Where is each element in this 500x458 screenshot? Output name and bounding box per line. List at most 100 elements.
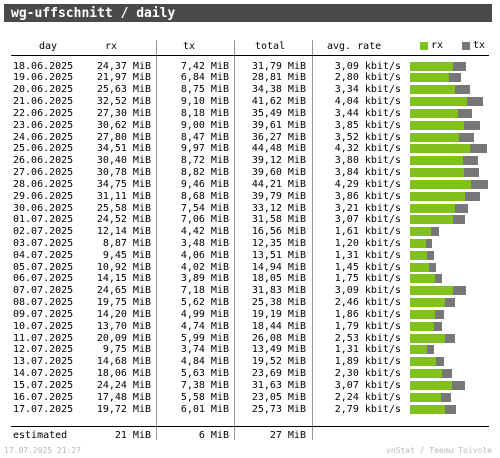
tx-bar-segment: [464, 120, 480, 130]
table-row: 06.07.2025 14,15 MiB 3,89 MiB 18,05 MiB 1,75…: [0, 273, 500, 284]
row-rx: 9,45 MiB: [102, 249, 151, 261]
row-tx: 8,75 MiB: [180, 84, 229, 96]
row-tx: 3,74 MiB: [180, 344, 229, 356]
row-rx: 12,14 MiB: [96, 226, 151, 238]
tx-bar-segment: [458, 108, 472, 118]
row-rx: 9,75 MiB: [102, 344, 151, 356]
row-day: 03.07.2025: [13, 237, 74, 249]
row-rate: 4,04 kbit/s: [334, 96, 401, 107]
traffic-bar: [410, 73, 461, 83]
rx-bar-segment: [410, 286, 453, 296]
row-rx: 19,75 MiB: [96, 297, 151, 309]
estimated-row: estimated 21 MiB 6 MiB 27 MiB: [0, 430, 500, 441]
row-tx: 6,01 MiB: [180, 403, 229, 415]
table-row: 24.06.2025 27,80 MiB 8,47 MiB 36,27 MiB 3,52…: [0, 132, 500, 143]
row-day: 10.07.2025: [13, 320, 74, 332]
tx-bar-segment: [442, 369, 452, 379]
table-row: 14.07.2025 18,06 MiB 5,63 MiB 23,69 MiB 2,30…: [0, 368, 500, 379]
table-row: 22.06.2025 27,30 MiB 8,18 MiB 35,49 MiB 3,44…: [0, 108, 500, 119]
table-row: 17.07.2025 19,72 MiB 6,01 MiB 25,73 MiB 2,79…: [0, 404, 500, 415]
traffic-bar: [410, 286, 466, 296]
row-day: 13.07.2025: [13, 356, 74, 368]
row-rate: 3,44 kbit/s: [334, 107, 401, 119]
table-row: 07.07.2025 24,65 MiB 7,18 MiB 31,83 MiB 3,09…: [0, 285, 500, 296]
row-rate: 1,86 kbit/s: [334, 308, 401, 320]
traffic-bar: [410, 392, 451, 402]
row-rx: 21,97 MiB: [96, 72, 151, 84]
tx-bar-segment: [449, 73, 461, 83]
row-tx: 5,58 MiB: [180, 391, 229, 403]
rx-bar-segment: [410, 97, 467, 106]
column-header-total: total: [255, 41, 286, 52]
rx-bar-segment: [410, 392, 441, 402]
row-total: 44,48 MiB: [251, 143, 306, 155]
column-divider: [156, 40, 157, 440]
table-row: 01.07.2025 24,52 MiB 7,06 MiB 31,58 MiB 3,07…: [0, 214, 500, 225]
traffic-bar: [410, 203, 468, 213]
traffic-bar: [410, 262, 436, 272]
rx-bar-segment: [410, 357, 436, 367]
row-day: 27.06.2025: [13, 167, 74, 178]
traffic-bar: [410, 357, 444, 367]
row-rate: 3,07 kbit/s: [334, 214, 401, 226]
column-header-day: day: [39, 41, 58, 52]
rx-bar-segment: [410, 215, 453, 225]
column-header-rate: avg. rate: [327, 41, 382, 52]
row-tx: 4,02 MiB: [180, 261, 229, 273]
column-header-tx: tx: [183, 41, 196, 52]
tx-bar-segment: [453, 215, 465, 225]
tx-bar-segment: [445, 404, 456, 414]
row-day: 18.06.2025: [13, 60, 74, 72]
row-total: 23,69 MiB: [251, 368, 306, 380]
table-row: 16.07.2025 17,48 MiB 5,58 MiB 23,05 MiB 2,24…: [0, 392, 500, 403]
row-total: 39,61 MiB: [251, 119, 306, 131]
rx-bar-segment: [410, 108, 458, 118]
row-rate: 3,85 kbit/s: [334, 119, 401, 131]
row-day: 30.06.2025: [13, 202, 74, 214]
row-day: 14.07.2025: [13, 368, 74, 380]
row-day: 23.06.2025: [13, 119, 74, 131]
row-rate: 1,61 kbit/s: [334, 226, 401, 238]
row-rx: 34,51 MiB: [96, 143, 151, 155]
traffic-bar: [410, 108, 472, 118]
traffic-bar: [410, 333, 455, 343]
rx-bar-segment: [410, 262, 429, 272]
row-rx: 34,75 MiB: [96, 178, 151, 190]
row-rate: 3,09 kbit/s: [334, 60, 401, 72]
tx-bar-segment: [467, 97, 483, 106]
row-rx: 19,72 MiB: [96, 403, 151, 415]
row-day: 16.07.2025: [13, 391, 74, 403]
table-row: 18.06.2025 24,37 MiB 7,42 MiB 31,79 MiB 3,09…: [0, 61, 500, 72]
tx-bar-segment: [464, 168, 479, 177]
page-title: wg-uffschnitt / daily: [11, 6, 176, 21]
table-row: 12.07.2025 9,75 MiB 3,74 MiB 13,49 MiB 1,31 …: [0, 344, 500, 355]
row-rx: 32,52 MiB: [96, 96, 151, 107]
rx-bar-segment: [410, 179, 471, 189]
rx-bar-segment: [410, 380, 452, 390]
row-rx: 18,06 MiB: [96, 368, 151, 380]
traffic-bar: [410, 227, 439, 237]
rx-bar-segment: [410, 227, 431, 237]
row-rate: 3,86 kbit/s: [334, 190, 401, 202]
estimated-label: estimated: [13, 430, 68, 441]
tx-bar-segment: [445, 333, 455, 343]
rx-bar-segment: [410, 298, 445, 308]
row-total: 28,81 MiB: [251, 72, 306, 84]
rx-bar-segment: [410, 132, 459, 142]
tx-bar-segment: [470, 144, 487, 154]
rx-bar-segment: [410, 333, 445, 343]
row-day: 06.07.2025: [13, 273, 74, 285]
row-day: 17.07.2025: [13, 403, 74, 415]
row-rate: 2,24 kbit/s: [334, 391, 401, 403]
row-total: 25,73 MiB: [251, 403, 306, 415]
tx-bar-segment: [465, 191, 480, 201]
traffic-bar: [410, 404, 456, 414]
tx-bar-segment: [427, 250, 434, 260]
row-rx: 24,24 MiB: [96, 379, 151, 391]
row-day: 28.06.2025: [13, 178, 74, 190]
table-row: 21.06.2025 32,52 MiB 9,10 MiB 41,62 MiB 4,04…: [0, 96, 500, 107]
tx-bar-segment: [453, 61, 466, 71]
table-row: 29.06.2025 31,11 MiB 8,68 MiB 39,79 MiB 3,86…: [0, 191, 500, 202]
row-rx: 13,70 MiB: [96, 320, 151, 332]
tx-bar-segment: [445, 298, 455, 308]
